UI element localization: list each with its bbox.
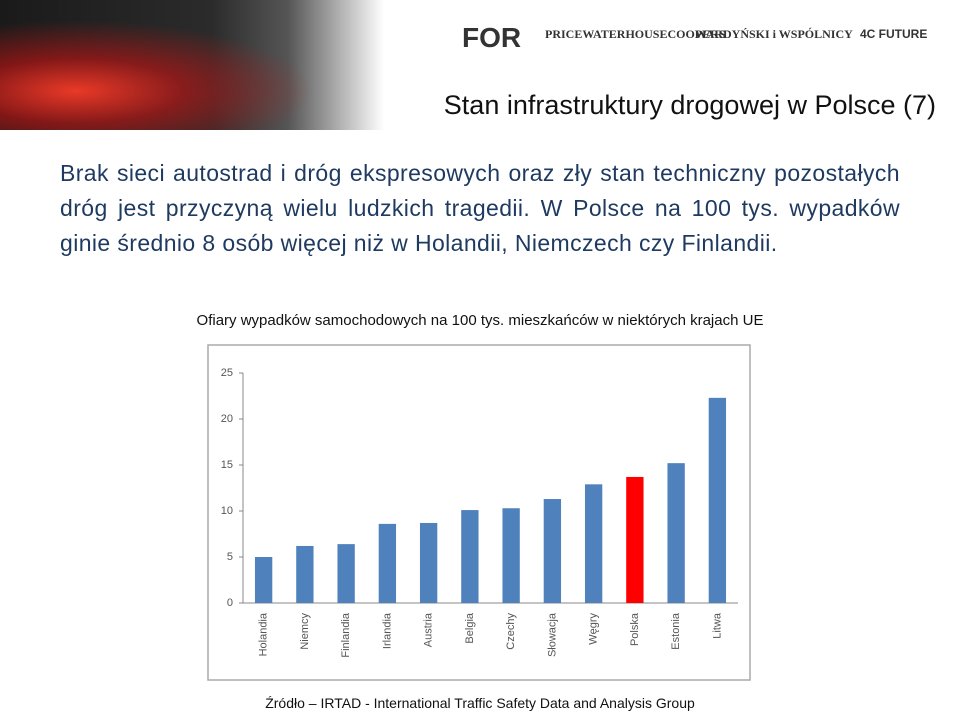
y-tick-label: 10: [221, 505, 233, 517]
x-tick-label: Litwa: [711, 612, 723, 639]
x-tick-label: Irlandia: [381, 612, 393, 649]
slide-title: Stan infrastruktury drogowej w Polsce (7…: [443, 90, 936, 120]
chart-title: Ofiary wypadków samochodowych na 100 tys…: [196, 312, 764, 329]
y-tick-label: 0: [227, 597, 233, 609]
bar: [502, 508, 520, 603]
chart-frame: [207, 344, 751, 681]
x-tick-label: Niemcy: [299, 613, 311, 650]
bar: [543, 499, 562, 603]
bar: [296, 545, 314, 603]
bar: [461, 510, 479, 603]
bar: [584, 484, 603, 603]
bar: [378, 523, 397, 603]
x-tick-label: Belgia: [464, 612, 476, 643]
bar: [337, 544, 355, 603]
bar: [419, 522, 438, 603]
y-tick-label: 5: [227, 551, 233, 563]
bar: [626, 476, 644, 603]
road-image: [0, 0, 380, 130]
bar: [254, 557, 273, 603]
x-tick-label: Słowacja: [546, 612, 558, 657]
x-tick-label: Austria: [423, 612, 435, 647]
logo: 4C FUTURE: [860, 27, 928, 41]
logo: PRICEWATERHOUSECOOPERS: [545, 27, 726, 41]
body-text: Brak sieci autostrad i dróg ekspresowych…: [60, 160, 900, 256]
x-tick-label: Finlandia: [340, 612, 352, 658]
bar: [667, 463, 685, 603]
y-tick-label: 20: [221, 413, 233, 425]
bar: [708, 397, 727, 603]
x-tick-label: Estonia: [670, 612, 682, 650]
logo: WARDYŃSKI i WSPÓLNICY: [695, 27, 853, 41]
y-tick-label: 25: [221, 367, 233, 379]
x-tick-label: Czechy: [505, 613, 517, 650]
x-tick-label: Holandia: [258, 612, 270, 656]
banner: [0, 0, 960, 130]
y-tick-label: 15: [221, 459, 233, 471]
x-tick-label: Polska: [629, 612, 641, 646]
x-tick-label: Węgry: [588, 613, 600, 645]
logo: FOR: [462, 22, 522, 53]
source: Źródło – IRTAD - International Traffic S…: [265, 695, 695, 711]
